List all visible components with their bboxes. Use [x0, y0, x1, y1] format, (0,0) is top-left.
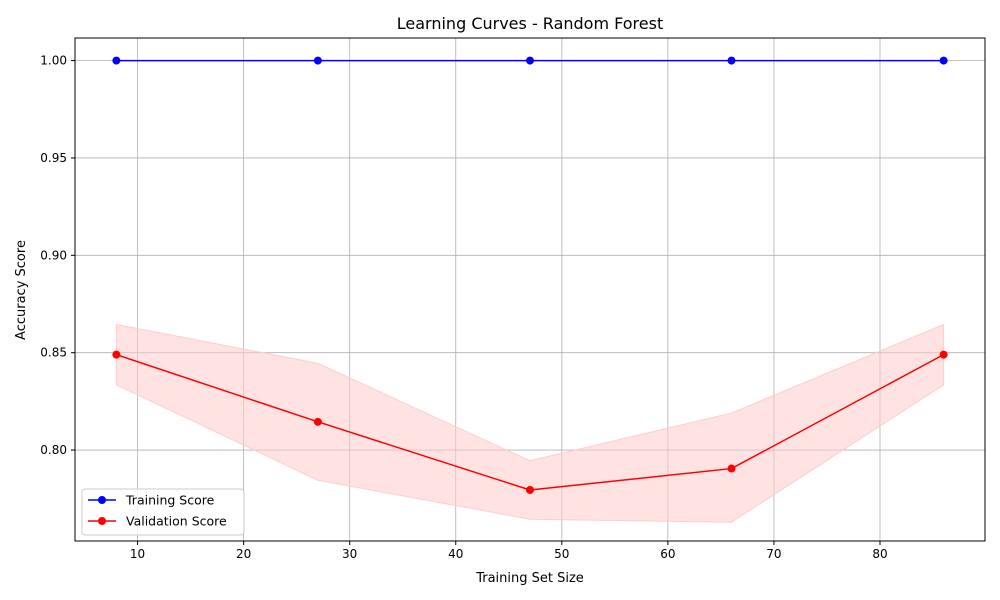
- x-tick-label: 80: [872, 547, 887, 561]
- data-point-training: [313, 56, 322, 65]
- data-point-validation: [939, 350, 948, 359]
- legend-label-training: Training Score: [125, 493, 215, 508]
- y-tick-label: 0.90: [40, 248, 67, 262]
- x-tick-label: 20: [236, 547, 251, 561]
- data-point-validation: [112, 350, 121, 359]
- x-axis-label: Training Set Size: [475, 571, 584, 586]
- legend: Training Score Validation Score: [81, 488, 245, 536]
- axes-border: [74, 37, 986, 542]
- y-tick-label: 1.00: [40, 54, 67, 68]
- y-axis-ticks: 0.80 0.85 0.90 0.95 1.00: [40, 54, 75, 457]
- legend-box: [81, 488, 245, 536]
- score-bands: [115, 323, 945, 523]
- x-tick-label: 50: [554, 547, 569, 561]
- x-tick-label: 10: [130, 547, 145, 561]
- y-tick-label: 0.80: [40, 443, 67, 457]
- plot-area: [75, 38, 985, 541]
- data-point-training: [112, 56, 121, 65]
- legend-entry-training: Training Score: [88, 493, 215, 508]
- data-point-validation: [313, 417, 322, 426]
- band-validation: [115, 323, 945, 523]
- legend-entry-validation: Validation Score: [88, 514, 227, 529]
- legend-marker-training: [98, 496, 106, 504]
- y-tick-label: 0.85: [40, 346, 67, 360]
- x-tick-label: 60: [660, 547, 675, 561]
- x-tick-label: 30: [342, 547, 357, 561]
- data-point-validation: [526, 485, 534, 494]
- data-point-training: [939, 56, 948, 65]
- data-point-training: [526, 56, 534, 65]
- data-point-validation: [727, 464, 736, 473]
- legend-marker-validation: [98, 517, 106, 525]
- legend-label-validation: Validation Score: [126, 514, 227, 529]
- plot-background: [75, 38, 985, 541]
- x-tick-label: 70: [766, 547, 781, 561]
- y-axis-label: Accuracy Score: [14, 240, 29, 340]
- data-point-training: [727, 56, 736, 65]
- x-axis-ticks: 10 20 30 40 50 60 70 80: [130, 541, 888, 561]
- chart-title: Learning Curves - Random Forest: [397, 14, 663, 33]
- y-tick-label: 0.95: [40, 151, 67, 165]
- series-markers: [112, 56, 948, 494]
- axes-frame: [74, 37, 986, 542]
- x-tick-label: 40: [448, 547, 463, 561]
